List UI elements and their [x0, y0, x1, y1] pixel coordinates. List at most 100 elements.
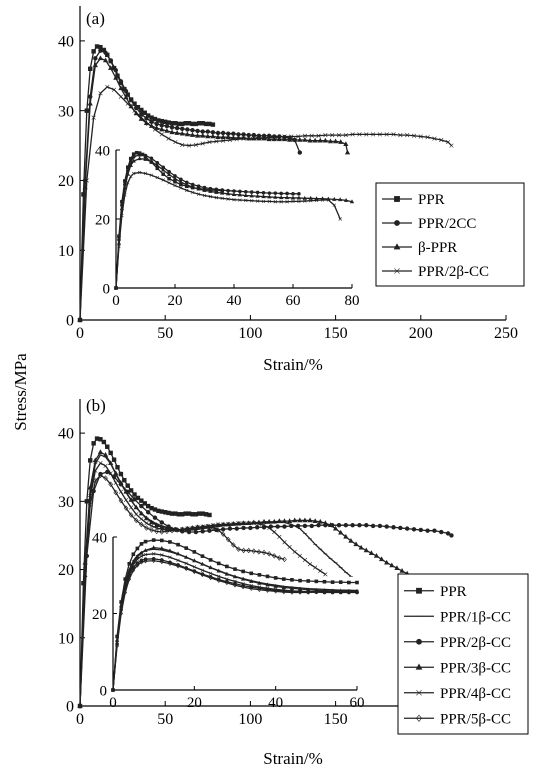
panel-b-point-ppr-2beta-cc	[411, 527, 417, 532]
panel-b-point-ppr-4beta-cc	[98, 461, 103, 466]
panel-a-inset-point-beta-ppr	[196, 186, 201, 191]
panel-a-inset-point-beta-ppr	[178, 179, 184, 184]
panel-a-x-tick-label: 200	[409, 325, 433, 342]
panel-a-inset-point-beta-ppr	[214, 190, 219, 194]
panel-b-point-ppr-4beta-cc	[261, 523, 267, 528]
panel-b-point-ppr-2beta-cc	[282, 524, 287, 529]
panel-a-legend: PPR PPR/2CC β-PPR PPR/2β-CC	[375, 182, 525, 287]
panel-a-inset-point-ppr-2cc	[143, 153, 148, 158]
panel-a-point-ppr-2beta-cc	[316, 133, 321, 138]
panel-b-inset-point-ppr-4beta-cc	[257, 585, 262, 589]
panel-a-point-ppr-2beta-cc	[377, 132, 383, 137]
panel-a-inset-point-ppr-2beta-cc	[297, 199, 301, 204]
panel-a-y-tick-label: 20	[58, 173, 74, 190]
panel-b-point-ppr	[101, 439, 107, 445]
panel-b-point-ppr	[207, 512, 212, 518]
panel-b-point-ppr-4beta-cc	[103, 463, 108, 468]
panel-a-point-ppr-2beta-cc	[398, 132, 403, 138]
panel-a-point-ppr-2beta-cc	[77, 317, 83, 323]
shared-y-axis-label: Stress/MPa	[11, 353, 30, 431]
panel-a-point-ppr-2beta-cc	[323, 132, 328, 138]
panel-a-inset-point-beta-ppr	[302, 195, 307, 200]
panel-b-point-ppr-2beta-cc	[139, 503, 144, 509]
panel-a-point-ppr-2beta-cc	[275, 135, 280, 140]
panel-b-legend-label: PPR/4β-CC	[440, 686, 511, 702]
panel-a-point-beta-ppr	[302, 137, 308, 142]
panel-a-point-ppr-2cc	[128, 97, 134, 103]
panel-a-point-ppr-2beta-cc	[105, 84, 110, 90]
panel-b-point-ppr-4beta-cc	[129, 505, 134, 510]
panel-a-point-beta-ppr	[164, 127, 170, 133]
panel-b-point-ppr-5beta-cc	[190, 525, 195, 531]
panel-b-point-ppr-5beta-cc	[251, 548, 257, 554]
panel-b-point-ppr	[108, 450, 113, 456]
panel-b-point-ppr-2beta-cc	[336, 523, 342, 528]
panel-b-legend-item-ppr: PPR	[404, 584, 467, 600]
panel-a-point-beta-ppr	[194, 132, 201, 138]
panel-a-point-ppr-2cc	[164, 123, 170, 129]
panel-b-point-ppr-4beta-cc	[246, 521, 251, 526]
panel-b-inset-point-ppr-5beta-cc	[143, 558, 148, 564]
panel-a-point-ppr-2beta-cc	[391, 132, 396, 137]
panel-b-point-ppr-5beta-cc	[103, 475, 108, 481]
panel-b-inset-point-ppr	[290, 578, 294, 582]
panel-b-point-ppr-5beta-cc	[118, 497, 124, 504]
panel-b-x-tick-label: 0	[76, 711, 84, 728]
panel-b-inset-point-ppr	[151, 538, 156, 542]
panel-b-point-ppr-3beta-cc	[108, 460, 114, 465]
panel-b-inset-x-tick-label: 60	[350, 695, 365, 711]
panel-b-point-ppr-4beta-cc	[251, 521, 256, 526]
panel-a-inset-point-ppr-2beta-cc	[179, 186, 183, 190]
panel-a-inset-point-beta-ppr	[161, 167, 166, 172]
panel-b-inset-point-ppr-4beta-cc	[176, 558, 180, 563]
panel-b-inset-x-tick-label: 40	[268, 695, 283, 711]
panel-b-point-ppr	[98, 437, 103, 442]
panel-b-x-tick-label: 50	[157, 711, 173, 728]
panel-b-inset-point-ppr-5beta-cc	[314, 589, 319, 595]
panel-b-point-ppr-3beta-cc	[307, 517, 313, 523]
panel-a-inset-point-ppr-2beta-cc	[232, 197, 236, 202]
panel-b-point-ppr-3beta-cc	[102, 452, 109, 457]
panel-b-inset-y-tick-label: 40	[92, 530, 107, 546]
panel-b-point-ppr-5beta-cc	[164, 528, 170, 535]
panel-a-point-ppr-2cc	[297, 150, 303, 155]
panel-b-point-ppr-4beta-cc	[318, 568, 323, 574]
panel-b-legend-marker	[416, 638, 422, 645]
panel-b-inset-point-ppr	[127, 561, 132, 566]
panel-a-point-beta-ppr	[174, 130, 180, 135]
panel-a-point-beta-ppr	[92, 62, 98, 68]
panel-a-inset-point-ppr-2beta-cc	[196, 192, 201, 196]
panel-a-point-ppr-2beta-cc	[282, 134, 287, 139]
panel-a-inset-axes: 0 20 40 60 80 0 20 40	[95, 143, 360, 309]
panel-a-legend-item-beta-ppr: β-PPR	[382, 240, 457, 256]
panel-b-point-ppr-2beta-cc	[449, 533, 454, 538]
panel-b-line-ppr-5beta-cc	[79, 474, 285, 707]
panel-a-inset-point-beta-ppr	[308, 195, 313, 200]
panel-b-point-ppr-5beta-cc	[133, 517, 139, 524]
panel-b-inset-point-ppr-5beta-cc	[281, 589, 286, 595]
panel-b-point-ppr-4beta-cc	[272, 529, 277, 535]
panel-a-legend-label: PPR	[418, 192, 445, 208]
panel-b-point-ppr-4beta-cc	[221, 522, 226, 527]
panel-a-point-ppr-2cc	[169, 125, 175, 130]
panel-b-point-ppr-5beta-cc	[220, 531, 226, 537]
panel-b-point-ppr-2beta-cc	[404, 526, 410, 531]
panel-a-inset-point-ppr-2beta-cc	[326, 198, 331, 202]
panel-b-inset-point-ppr-5beta-cc	[131, 568, 136, 573]
panel-b-point-ppr-5beta-cc	[266, 551, 272, 557]
panel-a-inset-point-beta-ppr	[273, 194, 278, 199]
panel-a-point-ppr-2beta-cc	[370, 132, 376, 137]
panel-a-point-ppr-2beta-cc	[364, 132, 369, 137]
panel-b-point-ppr	[84, 499, 90, 504]
panel-a-point-beta-ppr	[179, 130, 185, 136]
panel-a-point-ppr-2cc	[195, 128, 200, 134]
panel-a-inset-point-beta-ppr	[343, 197, 349, 202]
panel-b-point-ppr-4beta-cc	[118, 489, 124, 494]
panel-b-point-ppr-2beta-cc	[132, 497, 137, 502]
panel-b-point-ppr-5beta-cc	[271, 553, 277, 559]
panel-b-inset-point-ppr	[306, 579, 311, 583]
panel-b-inset-point-ppr-5beta-cc	[290, 590, 294, 595]
panel-a-point-ppr-2beta-cc	[227, 137, 233, 143]
panel-a-inset-point-ppr-2beta-cc	[131, 171, 136, 176]
